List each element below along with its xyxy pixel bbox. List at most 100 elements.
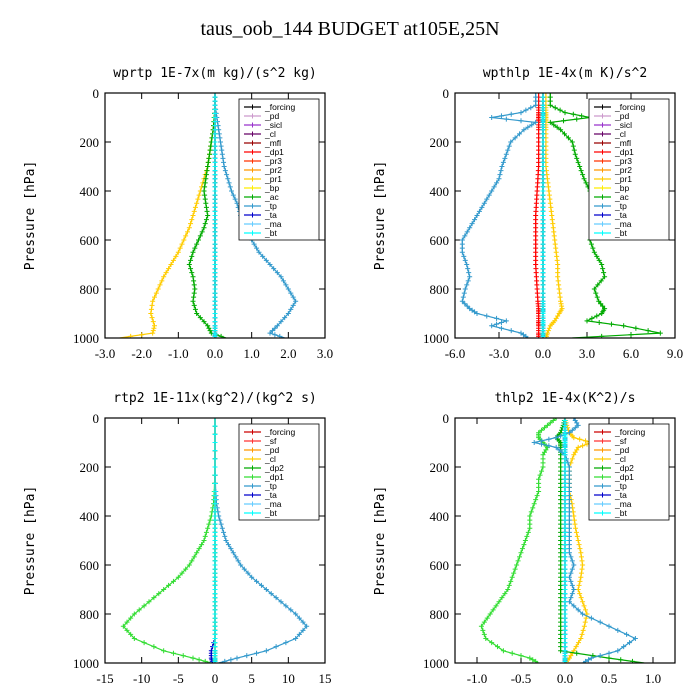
chart-panel-wprtp: wprtp 1E-7x(m kg)/(s^2 kg) Pressure [hPa]…	[0, 55, 350, 375]
y-tick-label: 600	[430, 558, 450, 573]
data-point-ac	[574, 116, 580, 122]
data-point-tp	[224, 172, 230, 178]
data-point-cl	[571, 517, 577, 523]
data-point-ac	[547, 119, 553, 125]
legend-label: _tp	[264, 201, 277, 211]
data-point-ac	[580, 172, 586, 178]
legend-marker	[600, 492, 605, 498]
series-line-dp1	[122, 418, 216, 663]
data-point-tp	[226, 180, 232, 186]
data-point-ac	[595, 282, 601, 288]
data-point-pr1	[183, 233, 189, 239]
data-point-ac	[594, 253, 600, 259]
data-point-pr1	[149, 302, 155, 308]
legend-label: _cl	[614, 129, 626, 139]
data-point-pr1	[168, 262, 174, 267]
legend-label: _ma	[614, 219, 632, 229]
legend-marker	[250, 131, 255, 137]
data-point-ac	[594, 294, 600, 300]
data-point-tp	[278, 274, 284, 280]
data-point-dp1	[489, 640, 495, 646]
data-point-ac	[572, 151, 578, 157]
data-point-dp1	[518, 550, 524, 556]
legend-marker	[600, 212, 605, 218]
data-point-ac	[202, 196, 208, 202]
data-point-tp	[277, 333, 283, 338]
data-point-pr1	[139, 332, 145, 338]
data-point-tp	[283, 603, 289, 609]
figure-title: taus_oob_144 BUDGET at105E,25N	[200, 18, 500, 40]
data-point-ac	[186, 262, 192, 267]
chart-title: thlp2 1E-4x(K^2)/s	[495, 391, 636, 406]
data-point-ac	[596, 319, 602, 325]
data-point-tp	[606, 650, 612, 656]
data-point-dp1	[131, 636, 137, 641]
data-point-pr1	[159, 278, 165, 284]
data-point-dp1	[506, 582, 512, 588]
legend-label: _bt	[614, 228, 627, 238]
data-point-dp1	[524, 533, 530, 539]
data-point-ac	[190, 249, 196, 255]
legend-label: _cl	[264, 454, 276, 464]
x-tick-label: -3.0	[489, 346, 510, 361]
data-point-ac	[600, 266, 606, 272]
data-point-tp	[222, 658, 228, 663]
data-point-bt	[212, 480, 218, 486]
legend-label: _cl	[614, 454, 626, 464]
data-point-dp1	[481, 619, 487, 625]
data-point-tp	[460, 294, 466, 300]
data-point-cl	[581, 603, 587, 609]
data-point-pr1	[163, 270, 169, 276]
data-point-tp	[566, 550, 572, 556]
data-point-tp	[263, 257, 269, 263]
data-point-tp	[218, 139, 223, 145]
data-point-tp	[588, 615, 594, 621]
data-point-tp	[528, 105, 534, 111]
data-point-tp	[274, 270, 280, 276]
data-point-tp	[517, 131, 523, 137]
data-point-dp1	[547, 420, 553, 426]
data-point-tp	[221, 529, 227, 535]
data-point-ac	[188, 266, 194, 272]
data-point-ac	[205, 164, 211, 169]
data-point-cl	[581, 623, 587, 629]
data-point-ac	[552, 105, 558, 111]
data-point-tp	[606, 623, 612, 629]
data-point-ac	[608, 321, 614, 327]
data-point-ac	[197, 233, 203, 239]
data-point-tp	[254, 245, 260, 251]
x-tick-label: 2.0	[280, 346, 296, 361]
data-point-tp	[304, 623, 310, 629]
data-point-dp1	[194, 550, 200, 556]
data-point-tp	[233, 554, 239, 560]
data-point-ac	[191, 294, 197, 300]
data-point-tp	[254, 578, 260, 584]
data-point-dp1	[533, 497, 539, 503]
data-point-tp	[503, 318, 509, 324]
data-point-dp1	[207, 517, 213, 523]
data-point-tp	[221, 159, 227, 165]
data-point-pr1	[177, 245, 183, 251]
data-point-dp1	[183, 566, 189, 572]
legend-label: _ma	[264, 219, 282, 229]
legend-marker	[600, 501, 605, 507]
y-tick-label: 800	[80, 282, 100, 297]
data-point-tp	[588, 655, 594, 661]
data-point-pr1	[150, 330, 156, 336]
data-point-ac	[570, 111, 576, 117]
data-point-dp1	[512, 566, 518, 572]
data-point-ac	[205, 213, 211, 218]
legend: _forcing_sf_pd_cl_dp2_dp1_tp_ta_ma_bt	[588, 423, 670, 521]
data-point-cl	[577, 546, 583, 552]
data-point-tp	[218, 143, 224, 149]
legend-label: _mfl	[614, 138, 631, 148]
y-tick-label: 400	[430, 509, 450, 524]
data-point-pr1	[194, 200, 200, 206]
data-point-cl	[580, 443, 586, 449]
data-point-cl	[571, 435, 577, 441]
data-point-tp	[222, 533, 228, 539]
legend-marker	[600, 104, 605, 110]
legend-marker	[600, 122, 605, 128]
data-point-pr1	[189, 217, 195, 223]
plot-frame	[104, 92, 326, 339]
